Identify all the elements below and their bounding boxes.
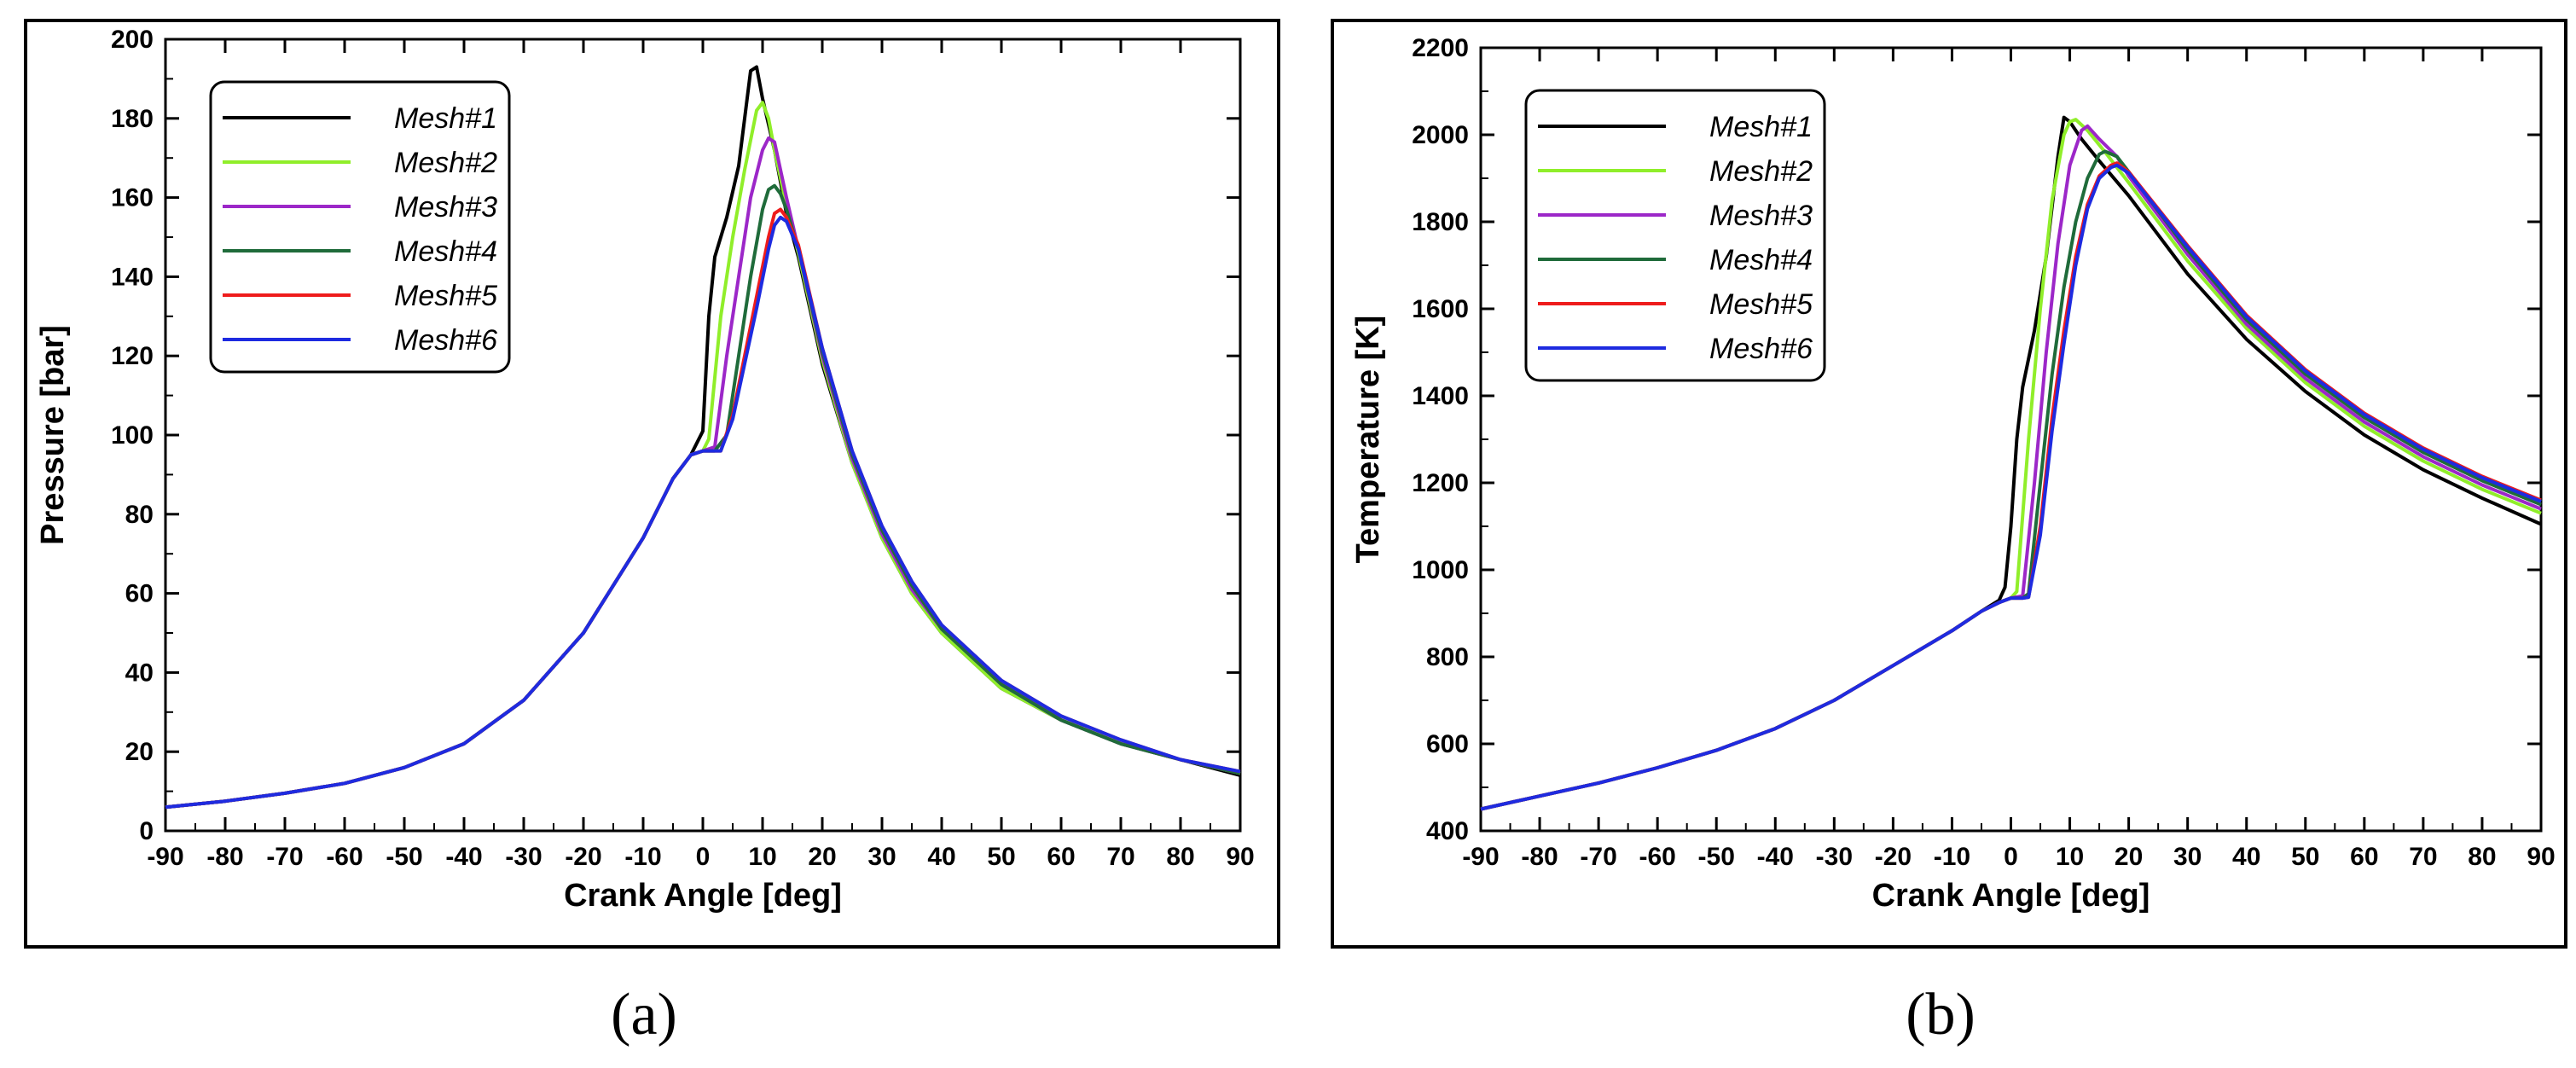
legend-label: Mesh#4 [394, 235, 497, 268]
caption-a: (a) [611, 982, 677, 1048]
y-tick-label: 400 [1426, 817, 1469, 845]
x-tick-label: 80 [2468, 843, 2496, 871]
x-tick-label: 70 [2409, 843, 2437, 871]
y-tick-label: 1600 [1412, 295, 1469, 323]
y-axis-title: Temperature [K] [1350, 316, 1386, 564]
x-tick-label: 0 [2004, 843, 2018, 871]
y-tick-label: 1400 [1412, 382, 1469, 410]
x-tick-label: 30 [867, 843, 896, 871]
y-tick-label: 0 [139, 817, 154, 845]
legend-label: Mesh#6 [394, 324, 497, 357]
legend-label: Mesh#3 [1709, 200, 1813, 232]
legend-label: Mesh#2 [394, 147, 497, 179]
x-tick-label: 10 [748, 843, 776, 871]
x-tick-label: -60 [1639, 843, 1675, 871]
x-tick-label: 40 [2232, 843, 2260, 871]
x-tick-label: 10 [2056, 843, 2084, 871]
y-tick-label: 80 [125, 501, 154, 529]
x-tick-label: 30 [2173, 843, 2202, 871]
caption-b: (b) [1906, 982, 1976, 1048]
x-tick-label: -10 [624, 843, 661, 871]
y-tick-label: 120 [111, 342, 154, 370]
x-tick-label: 20 [808, 843, 836, 871]
y-tick-label: 100 [111, 421, 154, 450]
panel-b-frame: -90 -80 -70 -60 -50 -40 -30 -20 -10 0 10 20 30 40 50 60… [1331, 19, 2567, 949]
x-tick-label: -90 [147, 843, 183, 871]
y-tick-label: 600 [1426, 730, 1469, 758]
x-tick-label: 60 [1047, 843, 1075, 871]
x-tick-label: 90 [2527, 843, 2555, 871]
x-tick-label: -70 [266, 843, 303, 871]
x-tick-label: 80 [1166, 843, 1194, 871]
y-tick-label: 160 [111, 184, 154, 212]
x-tick-label: -80 [1521, 843, 1558, 871]
x-tick-label: -90 [1462, 843, 1499, 871]
legend-label: Mesh#5 [394, 280, 497, 312]
legend-box [209, 80, 511, 374]
y-tick-label: 60 [125, 580, 154, 608]
temperature-chart: -90 -80 -70 -60 -50 -40 -30 -20 -10 0 10 20 30 40 50 60… [1350, 34, 2556, 914]
x-tick-label: -40 [1757, 843, 1794, 871]
x-tick-label: -20 [1875, 843, 1912, 871]
x-tick-label: 90 [1226, 843, 1254, 871]
y-tick-label: 40 [125, 659, 154, 687]
y-tick-label: 180 [111, 105, 154, 133]
panel-a-frame: -90 -80 -70 -60 -50 -40 -30 -20 -10 0 10 20 30 40 50 60… [24, 19, 1280, 949]
x-tick-label: 60 [2350, 843, 2378, 871]
y-tick-label: 140 [111, 263, 154, 291]
x-tick-label: -30 [1816, 843, 1853, 871]
x-tick-label: -20 [565, 843, 601, 871]
y-tick-label: 200 [111, 26, 154, 54]
series-line-mesh6 [165, 215, 1241, 810]
x-axis-title: Crank Angle [deg] [1872, 878, 2150, 914]
legend-label: Mesh#5 [1709, 288, 1813, 321]
x-tick-label: -30 [505, 843, 542, 871]
pressure-chart: -90 -80 -70 -60 -50 -40 -30 -20 -10 0 10 20 30 40 50 60… [35, 26, 1255, 914]
x-tick-label: 70 [1106, 843, 1134, 871]
y-tick-label: 2200 [1412, 34, 1469, 62]
legend-label: Mesh#4 [1709, 244, 1813, 276]
y-axis-title: Pressure [bar] [35, 325, 71, 545]
y-tick-label: 1800 [1412, 208, 1469, 236]
x-tick-label: -50 [1698, 843, 1735, 871]
series-line-mesh6 [1480, 163, 2542, 811]
x-tick-label: 40 [927, 843, 955, 871]
y-tick-label: 800 [1426, 643, 1469, 671]
x-tick-label: -10 [1934, 843, 1970, 871]
x-tick-label: 50 [2291, 843, 2319, 871]
legend-label: Mesh#3 [394, 191, 497, 223]
x-tick-label: -80 [206, 843, 243, 871]
x-tick-label: 20 [2115, 843, 2143, 871]
x-tick-label: 50 [987, 843, 1015, 871]
x-tick-label: -40 [445, 843, 482, 871]
x-tick-label: -50 [386, 843, 422, 871]
y-tick-label: 1200 [1412, 469, 1469, 497]
legend-label: Mesh#1 [394, 102, 497, 135]
legend-box [1524, 89, 1826, 382]
legend-label: Mesh#2 [1709, 155, 1813, 188]
y-tick-label: 1000 [1412, 556, 1469, 584]
x-axis-title: Crank Angle [deg] [564, 878, 842, 914]
x-tick-label: -70 [1580, 843, 1616, 871]
y-tick-label: 20 [125, 738, 154, 766]
legend-label: Mesh#6 [1709, 333, 1813, 365]
y-tick-label: 2000 [1412, 121, 1469, 149]
x-tick-label: 0 [696, 843, 711, 871]
legend-label: Mesh#1 [1709, 111, 1813, 143]
x-tick-label: -60 [326, 843, 363, 871]
